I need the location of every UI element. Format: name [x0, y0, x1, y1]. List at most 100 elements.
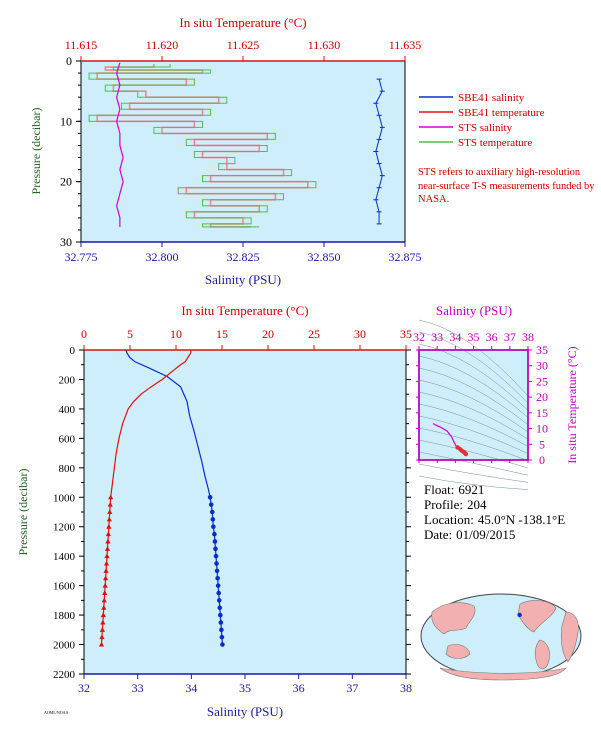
y-tick-label: 2200 — [53, 669, 76, 681]
top-tick-label: 20 — [262, 327, 274, 341]
y-tick-label: 1000 — [53, 492, 76, 504]
density-contour — [418, 403, 529, 447]
top-tick-label: 5 — [127, 327, 133, 341]
y-tick-label: 200 — [59, 374, 76, 386]
temperature-point — [103, 560, 110, 566]
profile-label: Profile: — [424, 497, 463, 512]
series — [98, 349, 225, 647]
salinity-point — [211, 524, 216, 530]
top-ticks: 11.615 11.620 11.625 11.630 11.635 — [65, 38, 422, 61]
y-tick-label: 15 — [536, 406, 548, 420]
density-contour — [418, 367, 529, 425]
temperature-point — [103, 568, 109, 573]
temperature-point — [101, 597, 107, 603]
salinity-point — [216, 598, 222, 603]
y-tick-label: 20 — [60, 175, 72, 189]
y-tick-label: 400 — [59, 404, 76, 416]
float-label: Float: — [424, 482, 455, 497]
salinity-point — [219, 634, 225, 640]
temperature-point — [102, 590, 108, 595]
salinity-point — [207, 494, 213, 500]
temperature-point — [108, 494, 114, 500]
south-america-land — [534, 639, 550, 670]
y-axis-title: Pressure (decibar) — [29, 108, 43, 195]
salinity-point — [210, 517, 216, 522]
bottom-tick-label: 36 — [293, 681, 305, 695]
y-tick-label: 20 — [536, 390, 548, 404]
sts-salinity-line — [116, 62, 124, 227]
temperature-point — [107, 509, 113, 514]
location-label: Location: — [424, 512, 474, 527]
bottom-tick-label: 32.875 — [389, 250, 422, 264]
top-tick-label: 11.620 — [146, 38, 179, 52]
y-tick-label: 25 — [536, 374, 548, 388]
density-contour — [418, 355, 529, 418]
bottom-tick-label: 37 — [346, 681, 358, 695]
y-tick-label: 1400 — [53, 551, 76, 563]
bottom-tick-label: 34 — [185, 681, 197, 695]
x-axis-title: Salinity (PSU) — [207, 704, 283, 719]
temperature-point — [107, 501, 113, 507]
bottom-tick-label: 32 — [78, 681, 90, 695]
density-contour — [418, 451, 529, 476]
density-contour — [418, 463, 529, 483]
bottom-tick-label: 32.825 — [227, 250, 260, 264]
salinity-point — [212, 539, 218, 544]
date-value: 01/09/2015 — [456, 527, 516, 542]
full-depth-chart: 0 5 10 15 20 25 30 35 32 33 34 35 36 37 38 0 200 400 600… — [16, 303, 412, 719]
density-contour — [418, 331, 529, 404]
y-axis-title: Pressure (decibar) — [16, 469, 30, 556]
salinity-point — [209, 509, 215, 515]
temperature-point — [104, 553, 110, 559]
x-tick-label: 32 — [413, 330, 425, 344]
top-tick-label: 15 — [216, 327, 228, 341]
antarctica-land — [439, 667, 567, 681]
y-tick-label: 800 — [59, 463, 76, 475]
salinity-point — [208, 502, 214, 507]
temperature-point — [101, 604, 107, 610]
salinity-point — [215, 583, 221, 588]
right-axis-title: In situ Temperature (°C) — [565, 346, 579, 463]
profile-value: 204 — [467, 497, 487, 512]
temperature-point — [105, 538, 111, 544]
x-tick-label: 37 — [504, 330, 516, 344]
date-label: Date: — [424, 527, 453, 542]
density-contour — [418, 379, 529, 433]
salinity-point — [220, 642, 225, 647]
top-tick-label: 0 — [81, 327, 87, 341]
temperature-point — [105, 531, 111, 537]
density-contour — [418, 391, 529, 440]
y-tick-label: 0 — [539, 453, 545, 467]
float-marker — [517, 612, 522, 618]
density-contour — [418, 319, 529, 397]
y-tick-label: 1800 — [53, 610, 76, 622]
float-info: Float: 6921 Profile: 204 Location: 45.0°N -… — [424, 482, 569, 542]
y-tick-label: 1600 — [53, 581, 76, 593]
y-tick-label: 1200 — [53, 522, 76, 534]
top-axis-title: In situ Temperature (°C) — [181, 303, 308, 318]
y-tick-label: 0 — [66, 54, 72, 68]
salinity-point — [219, 627, 224, 633]
series — [88, 62, 385, 228]
top-tick-label: 35 — [400, 327, 412, 341]
salinity-point — [213, 553, 219, 559]
bottom-ticks: 32 33 34 35 36 37 38 — [78, 674, 412, 695]
land-masses — [431, 600, 579, 681]
top-ticks: 0 5 10 15 20 25 30 35 — [81, 327, 412, 350]
bottom-tick-label: 33 — [132, 681, 144, 695]
top-tick-label: 11.615 — [65, 38, 98, 52]
top-tick-label: 11.625 — [227, 38, 260, 52]
top-tick-label: 10 — [170, 327, 182, 341]
salinity-point — [218, 620, 224, 625]
y-tick-label: 35 — [536, 343, 548, 357]
legend-label: SBE41 temperature — [458, 107, 545, 119]
top-tick-label: 11.635 — [389, 38, 422, 52]
footer-code: AOML/NOAA — [44, 710, 69, 715]
y-tick-label: 600 — [59, 433, 76, 445]
density-contour — [418, 427, 529, 462]
y-tick-label: 2000 — [53, 640, 76, 652]
bottom-tick-label: 35 — [239, 681, 251, 695]
near-surface-chart: 11.615 11.620 11.625 11.630 11.635 32.775 32.… — [29, 15, 545, 287]
density-contour — [418, 343, 529, 411]
